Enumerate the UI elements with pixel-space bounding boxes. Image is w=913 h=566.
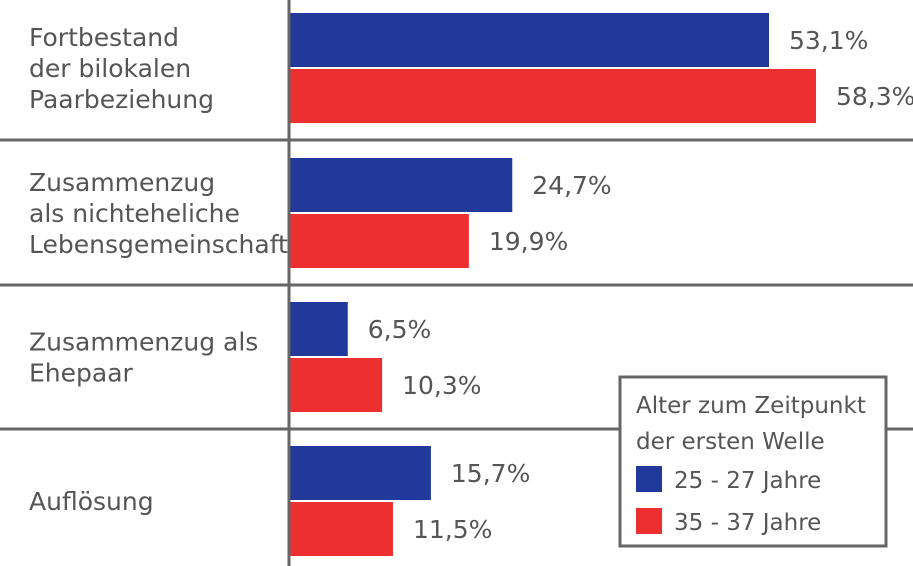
bars-group (289, 13, 817, 556)
bar-series-2-cat-1 (289, 69, 817, 123)
data-label-series-1-cat-1: 53,1% (789, 26, 868, 55)
data-label-series-1-cat-4: 15,7% (451, 459, 530, 488)
bar-series-1-cat-2 (289, 158, 513, 212)
legend-title-line-1: Alter zum Zeitpunkt (636, 393, 866, 419)
data-label-series-2-cat-2: 19,9% (489, 227, 568, 256)
category-label-3-line-1: Zusammenzug als (29, 328, 258, 357)
legend-box (618, 375, 888, 548)
data-label-series-1-cat-2: 24,7% (532, 171, 611, 200)
category-label-2-line-3: Lebensgemeinschaft (29, 230, 288, 259)
bar-series-2-cat-3 (289, 358, 383, 412)
legend-label-series-2: 35 - 37 Jahre (674, 510, 821, 536)
category-label-2-line-2: als nichteheliche (29, 199, 240, 228)
legend: Alter zum Zeitpunkt der ersten Welle 25 … (618, 375, 888, 548)
legend-label-series-1: 25 - 27 Jahre (674, 468, 821, 494)
bar-series-1-cat-3 (289, 302, 348, 356)
data-label-series-1-cat-3: 6,5% (368, 315, 432, 344)
legend-title-line-2: der ersten Welle (636, 429, 825, 455)
value-labels: 53,1% 24,7% 6,5% 15,7% 58,3% 19,9% 10,3% 11,5% (368, 26, 913, 544)
category-label-2-line-1: Zusammenzug (29, 168, 215, 197)
category-label-1-line-1: Fortbestand (29, 23, 179, 52)
legend-swatch-series-2 (636, 508, 662, 534)
bar-series-1-cat-1 (289, 13, 769, 67)
category-label-4-line-1: Auflösung (29, 487, 154, 516)
category-label-1-line-2: der bilokalen (29, 54, 191, 83)
category-label-1-line-3: Paarbeziehung (29, 85, 214, 114)
category-label-3-line-2: Ehepaar (29, 359, 134, 388)
data-label-series-2-cat-1: 58,3% (836, 82, 913, 111)
bar-series-2-cat-2 (289, 214, 469, 268)
data-label-series-2-cat-4: 11,5% (413, 515, 492, 544)
bar-series-2-cat-4 (289, 502, 393, 556)
bar-series-1-cat-4 (289, 446, 431, 500)
data-label-series-2-cat-3: 10,3% (402, 371, 481, 400)
legend-swatch-series-1 (636, 466, 662, 492)
